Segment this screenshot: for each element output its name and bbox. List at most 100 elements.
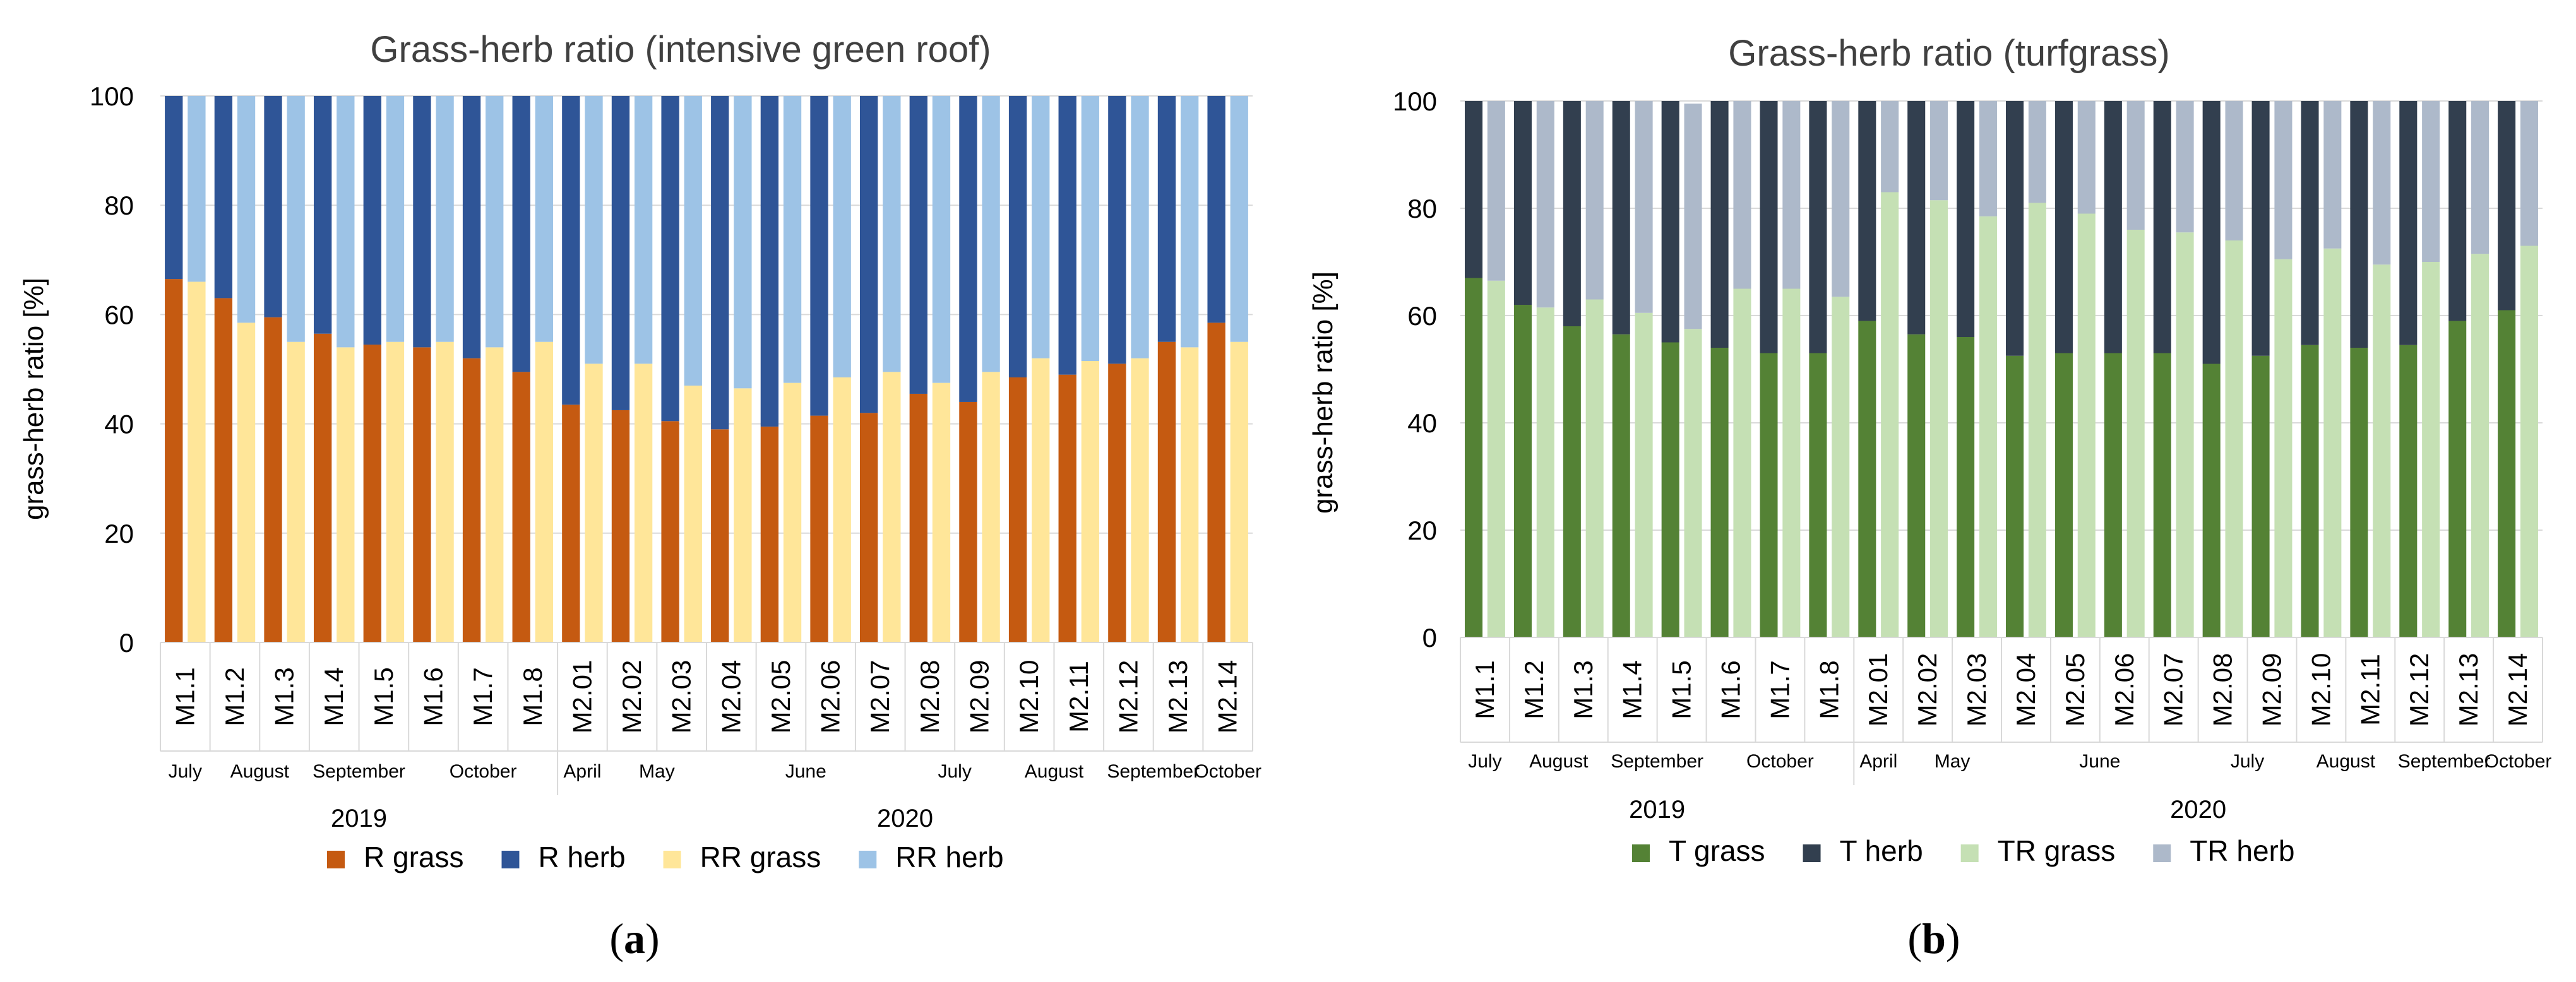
bar-r-herb [959, 96, 977, 402]
category-label: M1.5 [1667, 660, 1696, 719]
bar-r-grass [760, 426, 779, 642]
bar-t-grass [2251, 355, 2270, 637]
category-label: M2.10 [2306, 653, 2335, 727]
bar-r-herb [562, 96, 580, 405]
bar-r-grass [363, 345, 381, 642]
bar-rr-grass [287, 341, 305, 642]
bar-t-grass [2498, 310, 2516, 637]
month-label: May [1935, 751, 1971, 772]
bar-tr-herb [2225, 101, 2243, 240]
bar-r-grass [611, 410, 630, 642]
bar-tr-herb [1487, 101, 1505, 281]
y-tick-label: 40 [1407, 408, 1437, 438]
bar-r-herb [413, 96, 431, 348]
bar-r-grass [1207, 322, 1225, 642]
bar-t-grass [2006, 355, 2024, 637]
category-label: M2.09 [2257, 653, 2287, 727]
bar-r-grass [1008, 377, 1027, 642]
category-label: M1.6 [419, 667, 448, 726]
month-label: July [2231, 751, 2264, 772]
bar-r-grass [313, 333, 332, 642]
bar-t-grass [1661, 342, 1679, 637]
bar-rr-herb [1180, 96, 1199, 348]
category-label: M2.03 [1962, 653, 1991, 727]
bar-rr-herb [237, 96, 256, 323]
bar-tr-herb [2274, 101, 2293, 259]
category-label: M1.1 [1470, 660, 1500, 719]
category-label: M2.07 [865, 660, 895, 734]
bar-rr-herb [188, 96, 206, 282]
legend-swatch [1803, 844, 1821, 862]
bar-rr-grass [1032, 358, 1050, 642]
bar-tr-grass [2077, 213, 2096, 637]
category-label: M2.12 [1113, 660, 1143, 734]
bar-r-herb [313, 96, 332, 334]
category-label: M2.02 [1912, 653, 1942, 727]
bar-tr-grass [2471, 254, 2490, 637]
panel-caption-letter: b [1922, 914, 1946, 962]
y-tick-label: 60 [1407, 301, 1437, 331]
category-label: M2.09 [965, 660, 994, 734]
bar-rr-herb [386, 96, 405, 342]
bar-tr-grass [2028, 203, 2046, 637]
bar-rr-herb [783, 96, 802, 383]
legend-label: RR grass [700, 841, 821, 873]
bar-rr-grass [1131, 358, 1149, 642]
bar-r-herb [1157, 96, 1176, 342]
bar-r-grass [562, 405, 580, 642]
y-tick-label: 80 [104, 191, 134, 220]
bar-rr-grass [237, 322, 256, 642]
panel-a-intensive-green-roof: Grass-herb ratio (intensive green roof) … [18, 29, 1261, 962]
category-label: M1.2 [1519, 660, 1549, 719]
bar-rr-grass [734, 388, 752, 642]
bar-tr-herb [1782, 101, 1801, 289]
bar-r-grass [1157, 341, 1176, 642]
bar-r-herb [1058, 96, 1076, 375]
legend-label: RR herb [895, 841, 1003, 873]
category-label: M1.8 [518, 667, 547, 726]
bar-rr-grass [982, 372, 1000, 642]
bar-tr-grass [1536, 307, 1554, 637]
bar-r-grass [859, 413, 878, 642]
bar-rr-herb [337, 96, 355, 348]
bar-t-grass [2202, 364, 2221, 637]
y-tick-label: 40 [104, 410, 134, 439]
year-label: 2019 [331, 805, 387, 832]
legend-swatch [2153, 844, 2171, 862]
category-label: M2.12 [2404, 653, 2434, 727]
y-tick-label: 20 [104, 519, 134, 548]
legend-label: T herb [1840, 834, 1923, 867]
legend-swatch [663, 851, 681, 868]
bar-rr-herb [1081, 96, 1100, 362]
bar-tr-grass [1782, 288, 1801, 637]
bar-rr-grass [436, 341, 454, 642]
bar-t-grass [2399, 345, 2418, 637]
legend-swatch [501, 851, 520, 868]
bar-tr-herb [1536, 101, 1554, 308]
bar-rr-grass [833, 377, 851, 642]
bar-rr-herb [833, 96, 851, 377]
bar-t-herb [1809, 101, 1827, 353]
category-label: M1.3 [270, 667, 299, 726]
bar-tr-grass [2176, 232, 2194, 637]
month-label: September [1611, 751, 1703, 772]
bar-rr-grass [386, 341, 405, 642]
bar-r-herb [264, 96, 282, 317]
bar-r-grass [462, 358, 481, 642]
bar-r-herb [661, 96, 679, 422]
category-label: M2.03 [667, 660, 696, 734]
legend-swatch [859, 851, 877, 868]
bar-t-grass [1957, 337, 1975, 637]
bar-t-grass [1760, 353, 1778, 637]
bar-r-grass [1108, 364, 1126, 642]
bar-t-grass [1809, 353, 1827, 637]
bar-r-grass [661, 421, 679, 642]
bar-tr-grass [1832, 297, 1850, 637]
y-axis-label: grass-herb ratio [%] [1308, 271, 1339, 514]
category-label: M2.07 [2159, 653, 2188, 727]
category-label: M2.05 [766, 660, 796, 734]
month-label: September [1107, 761, 1200, 782]
bar-tr-grass [1635, 312, 1653, 637]
panel-caption-b: (b) [1907, 914, 1960, 962]
bar-tr-herb [1733, 101, 1751, 289]
